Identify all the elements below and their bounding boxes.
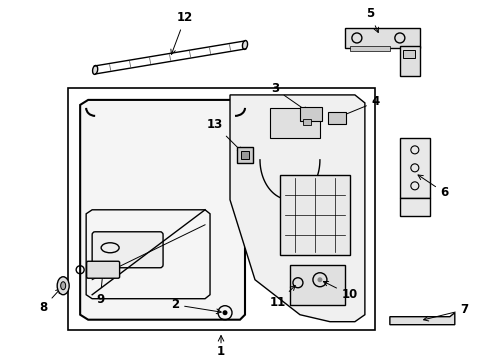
- Bar: [327, 112, 345, 124]
- Polygon shape: [389, 313, 454, 325]
- Circle shape: [317, 277, 322, 282]
- Bar: [289, 265, 344, 305]
- Bar: [68, 88, 374, 330]
- Bar: [344, 28, 419, 48]
- Polygon shape: [80, 100, 244, 320]
- Text: 5: 5: [365, 8, 378, 32]
- Text: 1: 1: [217, 345, 224, 358]
- Circle shape: [222, 310, 227, 315]
- Bar: [237, 147, 252, 163]
- Text: 8: 8: [39, 289, 61, 314]
- FancyBboxPatch shape: [86, 261, 120, 278]
- Text: 9: 9: [96, 274, 104, 306]
- Ellipse shape: [61, 282, 65, 290]
- Bar: [402, 50, 414, 58]
- Bar: [269, 108, 319, 138]
- Text: 6: 6: [417, 175, 448, 199]
- Text: 12: 12: [170, 12, 193, 54]
- Text: 10: 10: [323, 282, 357, 301]
- Polygon shape: [229, 95, 364, 322]
- Bar: [399, 138, 429, 198]
- Bar: [303, 119, 310, 125]
- Text: 13: 13: [206, 118, 242, 152]
- Bar: [299, 107, 321, 121]
- Text: 2: 2: [171, 298, 221, 314]
- Bar: [349, 46, 389, 51]
- Ellipse shape: [242, 41, 247, 49]
- Text: 11: 11: [269, 285, 295, 309]
- FancyBboxPatch shape: [92, 232, 163, 268]
- Bar: [241, 151, 248, 159]
- Bar: [399, 46, 419, 76]
- Bar: [280, 175, 349, 255]
- Bar: [399, 198, 429, 216]
- Text: 4: 4: [340, 95, 379, 117]
- Text: 7: 7: [423, 303, 468, 321]
- Ellipse shape: [92, 66, 98, 75]
- Ellipse shape: [57, 277, 69, 295]
- Text: 3: 3: [270, 82, 307, 112]
